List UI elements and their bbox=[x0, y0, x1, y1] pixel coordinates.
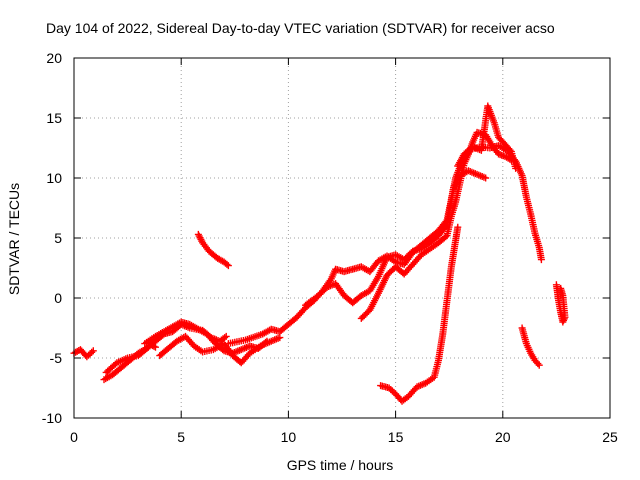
data-point bbox=[88, 348, 96, 356]
y-tick-label: 5 bbox=[54, 230, 62, 246]
y-tick-label: 15 bbox=[46, 110, 62, 126]
data-point bbox=[557, 284, 565, 292]
data-point bbox=[222, 332, 230, 340]
series-track-12 bbox=[518, 324, 543, 369]
data-point bbox=[223, 260, 231, 268]
x-tick-label: 15 bbox=[388, 429, 404, 445]
data-point bbox=[559, 318, 567, 326]
series-track-6 bbox=[194, 230, 232, 270]
grid bbox=[74, 58, 610, 418]
data-series bbox=[70, 102, 569, 405]
chart-title: Day 104 of 2022, Sidereal Day-to-day VTE… bbox=[46, 20, 555, 36]
data-point bbox=[512, 164, 520, 172]
x-tick-label: 25 bbox=[602, 429, 618, 445]
data-point bbox=[151, 343, 159, 351]
y-tick-label: 20 bbox=[46, 50, 62, 66]
y-tick-label: -10 bbox=[42, 410, 62, 426]
x-tick-label: 20 bbox=[495, 429, 511, 445]
y-axis-label: SDTVAR / TECUs bbox=[6, 183, 22, 295]
x-tick-label: 10 bbox=[281, 429, 297, 445]
data-point bbox=[89, 347, 97, 355]
data-point bbox=[224, 262, 232, 270]
data-point bbox=[537, 256, 545, 264]
y-tick-label: 0 bbox=[54, 290, 62, 306]
x-tick-label: 0 bbox=[70, 429, 78, 445]
data-point bbox=[276, 334, 284, 342]
y-tick-label: -5 bbox=[50, 350, 63, 366]
y-tick-label: 10 bbox=[46, 170, 62, 186]
series-track-13 bbox=[552, 281, 569, 326]
series-track-9 bbox=[357, 128, 515, 322]
data-point bbox=[506, 146, 514, 154]
x-axis-label: GPS time / hours bbox=[287, 457, 394, 473]
series-track-10 bbox=[377, 223, 462, 405]
data-point bbox=[221, 334, 229, 342]
data-point bbox=[560, 316, 568, 324]
data-point bbox=[534, 360, 542, 368]
x-tick-label: 5 bbox=[177, 429, 185, 445]
axis-ticks: 0 5 10 15 20 25 -10 -5 0 5 10 15 20 bbox=[42, 50, 618, 445]
series-track-1 bbox=[70, 346, 97, 361]
data-point bbox=[535, 361, 543, 369]
series-track-11 bbox=[454, 102, 520, 172]
data-point bbox=[454, 223, 462, 231]
data-point bbox=[482, 174, 490, 182]
